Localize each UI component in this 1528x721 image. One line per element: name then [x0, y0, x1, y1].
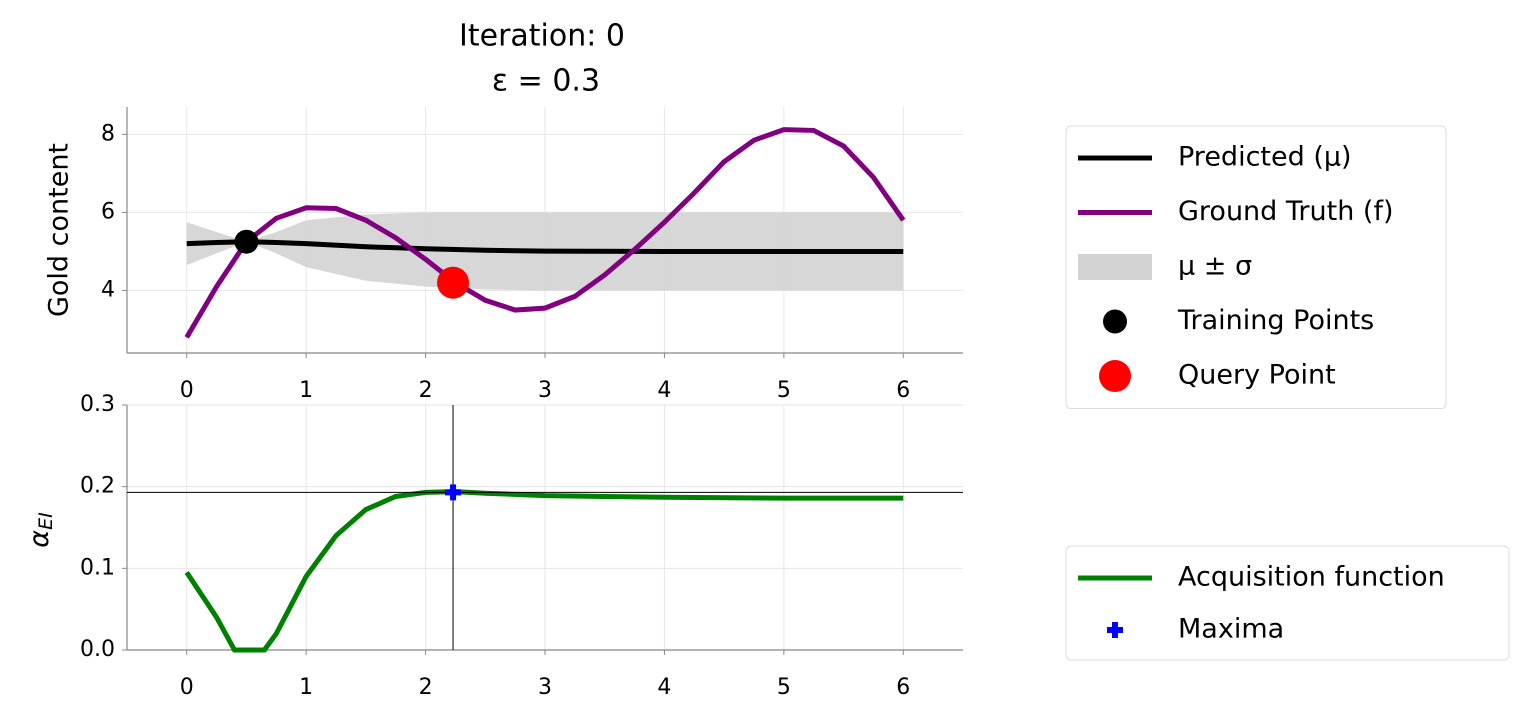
x-tick-label: 1 [299, 675, 313, 700]
legend-swatch [1099, 360, 1131, 392]
y-tick-label: 4 [101, 278, 115, 303]
legend-label: Query Point [1178, 360, 1336, 391]
y-tick-label: 8 [101, 121, 115, 146]
chart-subtitle: ε = 0.3 [492, 64, 600, 99]
x-tick-label: 3 [538, 378, 552, 403]
legend-label: Training Points [1177, 305, 1374, 336]
x-tick-label: 5 [777, 378, 791, 403]
x-tick-label: 0 [180, 675, 194, 700]
chart-title: Iteration: 0 [459, 19, 625, 54]
y-axis-label: αEI [24, 512, 57, 548]
y-tick-label: 0.2 [80, 474, 115, 499]
x-tick-label: 4 [657, 675, 671, 700]
y-axis-label-main: α [24, 530, 55, 548]
legend-box [1065, 545, 1510, 661]
legend-label: Predicted (μ) [1178, 142, 1352, 173]
x-tick-label: 0 [180, 378, 194, 403]
legend-swatch [1107, 622, 1123, 638]
y-tick-label: 0.0 [80, 637, 115, 662]
marker [445, 484, 462, 501]
x-tick-label: 6 [896, 378, 910, 403]
marker [234, 229, 259, 254]
y-tick-label: 0.3 [80, 392, 115, 417]
x-tick-label: 6 [896, 675, 910, 700]
x-tick-label: 1 [299, 378, 313, 403]
marker [437, 266, 470, 299]
legend-label: Acquisition function [1178, 562, 1445, 593]
legend-swatch [1078, 254, 1152, 280]
x-tick-label: 2 [419, 675, 433, 700]
line [184, 127, 906, 339]
y-tick-label: 6 [101, 199, 115, 224]
y-axis-label: Gold content [44, 143, 75, 317]
legend-swatch [1103, 309, 1127, 334]
x-tick-label: 2 [419, 378, 433, 403]
legend-label: μ ± σ [1178, 251, 1252, 282]
x-tick-label: 4 [657, 378, 671, 403]
x-tick-label: 3 [538, 675, 552, 700]
x-tick-label: 5 [777, 675, 791, 700]
legend-label: Maxima [1178, 614, 1284, 645]
legend-box [1065, 125, 1447, 409]
legend-label: Ground Truth (f) [1178, 196, 1394, 227]
y-axis-label-subscript: EI [35, 512, 57, 530]
y-tick-label: 0.1 [80, 555, 115, 580]
line [184, 489, 904, 653]
